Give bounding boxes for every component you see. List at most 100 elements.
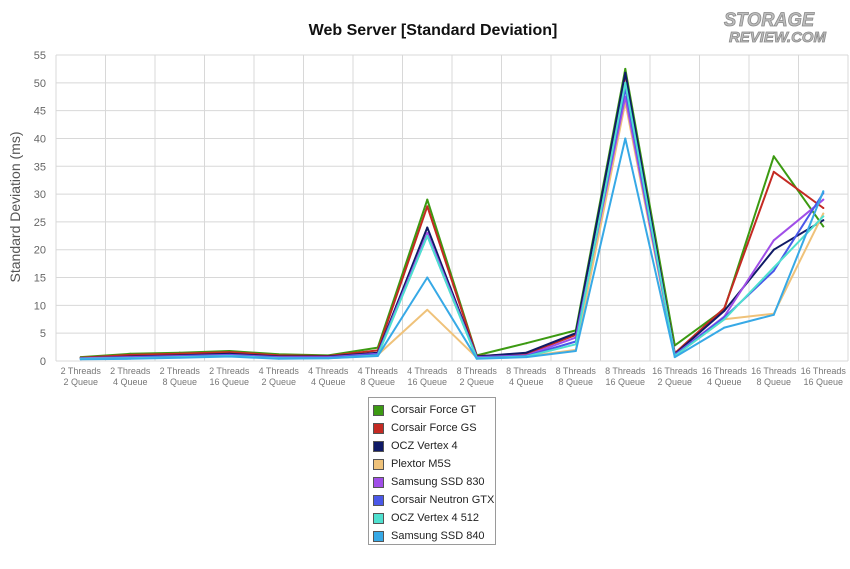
data-point [822, 190, 825, 193]
legend-item: OCZ Vertex 4 [373, 437, 495, 455]
data-point [822, 198, 825, 201]
x-tick-label: 8 Threads [457, 366, 498, 376]
data-point [426, 232, 429, 235]
x-tick-label: 4 Queue [311, 377, 346, 387]
legend-swatch [373, 512, 384, 524]
x-tick-label: 16 Threads [751, 366, 797, 376]
x-tick-label: 4 Threads [358, 366, 399, 376]
legend-label: Corsair Force GS [391, 422, 477, 434]
legend-swatch [373, 494, 384, 506]
legend-swatch [373, 458, 384, 470]
legend-item: Corsair Force GS [373, 419, 495, 437]
data-point [525, 342, 528, 345]
y-tick-label: 5 [40, 328, 46, 340]
data-point [228, 351, 231, 354]
y-tick-label: 25 [34, 217, 46, 229]
data-point [822, 212, 825, 215]
legend-label: Plextor M5S [391, 458, 451, 470]
data-point [79, 358, 82, 361]
x-tick-label: 2 Queue [261, 377, 296, 387]
data-point [277, 357, 280, 360]
legend-swatch [373, 422, 384, 434]
x-tick-label: 8 Queue [558, 377, 593, 387]
data-point [178, 352, 181, 355]
data-point [772, 266, 775, 269]
data-point [129, 353, 132, 356]
x-tick-label: 4 Queue [707, 377, 742, 387]
x-tick-label: 16 Queue [407, 377, 447, 387]
data-point [426, 226, 429, 229]
x-tick-label: 16 Threads [702, 366, 748, 376]
y-tick-label: 35 [34, 161, 46, 173]
data-point [822, 225, 825, 228]
legend-item: Corsair Force GT [373, 401, 495, 419]
y-tick-label: 0 [40, 356, 46, 368]
x-tick-label: 2 Threads [160, 366, 201, 376]
data-point [574, 349, 577, 352]
legend-label: Corsair Neutron GTX [391, 494, 495, 506]
legend-swatch [373, 530, 384, 542]
x-tick-label: 2 Queue [459, 377, 494, 387]
data-point [772, 170, 775, 173]
x-tick-label: 2 Threads [110, 366, 151, 376]
x-tick-label: 4 Threads [259, 366, 300, 376]
data-point [426, 234, 429, 237]
x-tick-label: 8 Queue [756, 377, 791, 387]
x-tick-label: 2 Threads [61, 366, 102, 376]
data-point [426, 198, 429, 201]
data-point [772, 313, 775, 316]
y-axis-label: Standard Deviation (ms) [7, 132, 23, 283]
data-point [525, 351, 528, 354]
legend-item: Plextor M5S [373, 455, 495, 473]
x-tick-label: 16 Queue [803, 377, 843, 387]
legend-label: OCZ Vertex 4 512 [391, 512, 480, 524]
data-point [624, 67, 627, 70]
x-tick-label: 16 Queue [209, 377, 249, 387]
data-point [822, 215, 825, 218]
x-tick-label: 2 Queue [657, 377, 692, 387]
data-point [822, 207, 825, 209]
legend-item: Samsung SSD 830 [373, 473, 495, 491]
series-line [79, 73, 825, 359]
series-line [79, 137, 825, 361]
data-point [624, 71, 627, 74]
data-point [723, 318, 726, 321]
data-point [624, 137, 627, 140]
x-tick-label: 2 Queue [63, 377, 98, 387]
legend-swatch [373, 440, 384, 452]
data-point [426, 276, 429, 279]
data-point [327, 357, 330, 360]
y-tick-label: 40 [34, 133, 46, 145]
data-point [822, 219, 825, 222]
y-tick-label: 10 [34, 300, 46, 312]
x-tick-label: 16 Threads [801, 366, 847, 376]
data-point [228, 355, 231, 358]
y-tick-label: 55 [34, 50, 46, 62]
storagereview-logo: STORAGE REVIEW.COM [724, 10, 827, 47]
legend-item: Corsair Neutron GTX [373, 491, 495, 509]
legend-label: OCZ Vertex 4 [391, 440, 458, 452]
x-tick-label: 4 Queue [113, 377, 148, 387]
x-tick-label: 8 Queue [162, 377, 197, 387]
data-point [772, 155, 775, 158]
data-point [525, 356, 528, 359]
logo-line-2: REVIEW.COM [729, 29, 826, 46]
x-tick-label: 4 Threads [308, 366, 349, 376]
data-point [426, 205, 429, 208]
legend: Corsair Force GT Corsair Force GS OCZ Vert… [368, 397, 496, 545]
x-tick-label: 8 Queue [360, 377, 395, 387]
legend-swatch [373, 476, 384, 488]
data-point [178, 356, 181, 359]
y-tick-label: 20 [34, 245, 46, 257]
x-tick-label: 4 Threads [407, 366, 448, 376]
data-point [475, 357, 478, 360]
x-tick-label: 4 Queue [509, 377, 544, 387]
legend-swatch [373, 404, 384, 416]
x-tick-label: 2 Threads [209, 366, 250, 376]
y-tick-label: 30 [34, 189, 46, 201]
data-point [723, 326, 726, 329]
data-point [772, 269, 775, 272]
chart-title: Web Server [Standard Deviation] [309, 22, 558, 39]
legend-label: Samsung SSD 840 [391, 530, 485, 542]
